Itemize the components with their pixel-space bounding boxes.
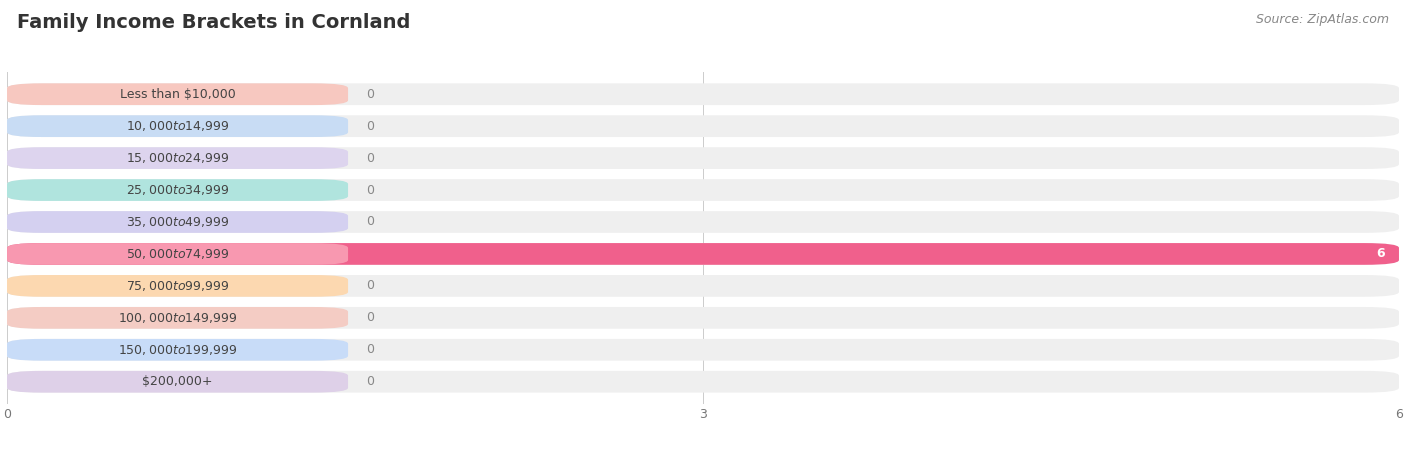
Text: $10,000 to $14,999: $10,000 to $14,999 xyxy=(125,119,229,133)
Text: Less than $10,000: Less than $10,000 xyxy=(120,88,235,101)
Text: $75,000 to $99,999: $75,000 to $99,999 xyxy=(125,279,229,293)
Text: 0: 0 xyxy=(367,119,374,132)
FancyBboxPatch shape xyxy=(7,211,1399,233)
Text: Source: ZipAtlas.com: Source: ZipAtlas.com xyxy=(1256,13,1389,26)
FancyBboxPatch shape xyxy=(7,147,349,169)
FancyBboxPatch shape xyxy=(7,179,349,201)
FancyBboxPatch shape xyxy=(7,179,1399,201)
Text: Family Income Brackets in Cornland: Family Income Brackets in Cornland xyxy=(17,13,411,32)
FancyBboxPatch shape xyxy=(7,371,349,392)
Text: 0: 0 xyxy=(367,184,374,197)
Text: 0: 0 xyxy=(367,311,374,324)
FancyBboxPatch shape xyxy=(7,211,349,233)
Text: $35,000 to $49,999: $35,000 to $49,999 xyxy=(125,215,229,229)
Text: 0: 0 xyxy=(367,343,374,357)
FancyBboxPatch shape xyxy=(7,275,349,297)
FancyBboxPatch shape xyxy=(7,243,1399,265)
FancyBboxPatch shape xyxy=(7,371,1399,392)
FancyBboxPatch shape xyxy=(7,147,1399,169)
FancyBboxPatch shape xyxy=(7,307,349,329)
Text: 6: 6 xyxy=(1376,247,1385,260)
FancyBboxPatch shape xyxy=(7,84,349,105)
FancyBboxPatch shape xyxy=(7,115,349,137)
Text: 0: 0 xyxy=(367,216,374,229)
Text: $15,000 to $24,999: $15,000 to $24,999 xyxy=(125,151,229,165)
Text: $200,000+: $200,000+ xyxy=(142,375,212,388)
FancyBboxPatch shape xyxy=(7,339,1399,361)
FancyBboxPatch shape xyxy=(7,307,1399,329)
Text: $25,000 to $34,999: $25,000 to $34,999 xyxy=(125,183,229,197)
Text: 0: 0 xyxy=(367,88,374,101)
Text: 0: 0 xyxy=(367,152,374,165)
Text: 0: 0 xyxy=(367,279,374,292)
Text: 0: 0 xyxy=(367,375,374,388)
FancyBboxPatch shape xyxy=(7,115,1399,137)
Text: $150,000 to $199,999: $150,000 to $199,999 xyxy=(118,343,238,357)
FancyBboxPatch shape xyxy=(7,275,1399,297)
Text: $50,000 to $74,999: $50,000 to $74,999 xyxy=(125,247,229,261)
FancyBboxPatch shape xyxy=(7,243,349,265)
FancyBboxPatch shape xyxy=(7,243,1399,265)
FancyBboxPatch shape xyxy=(7,84,1399,105)
Text: $100,000 to $149,999: $100,000 to $149,999 xyxy=(118,311,238,325)
FancyBboxPatch shape xyxy=(7,339,349,361)
